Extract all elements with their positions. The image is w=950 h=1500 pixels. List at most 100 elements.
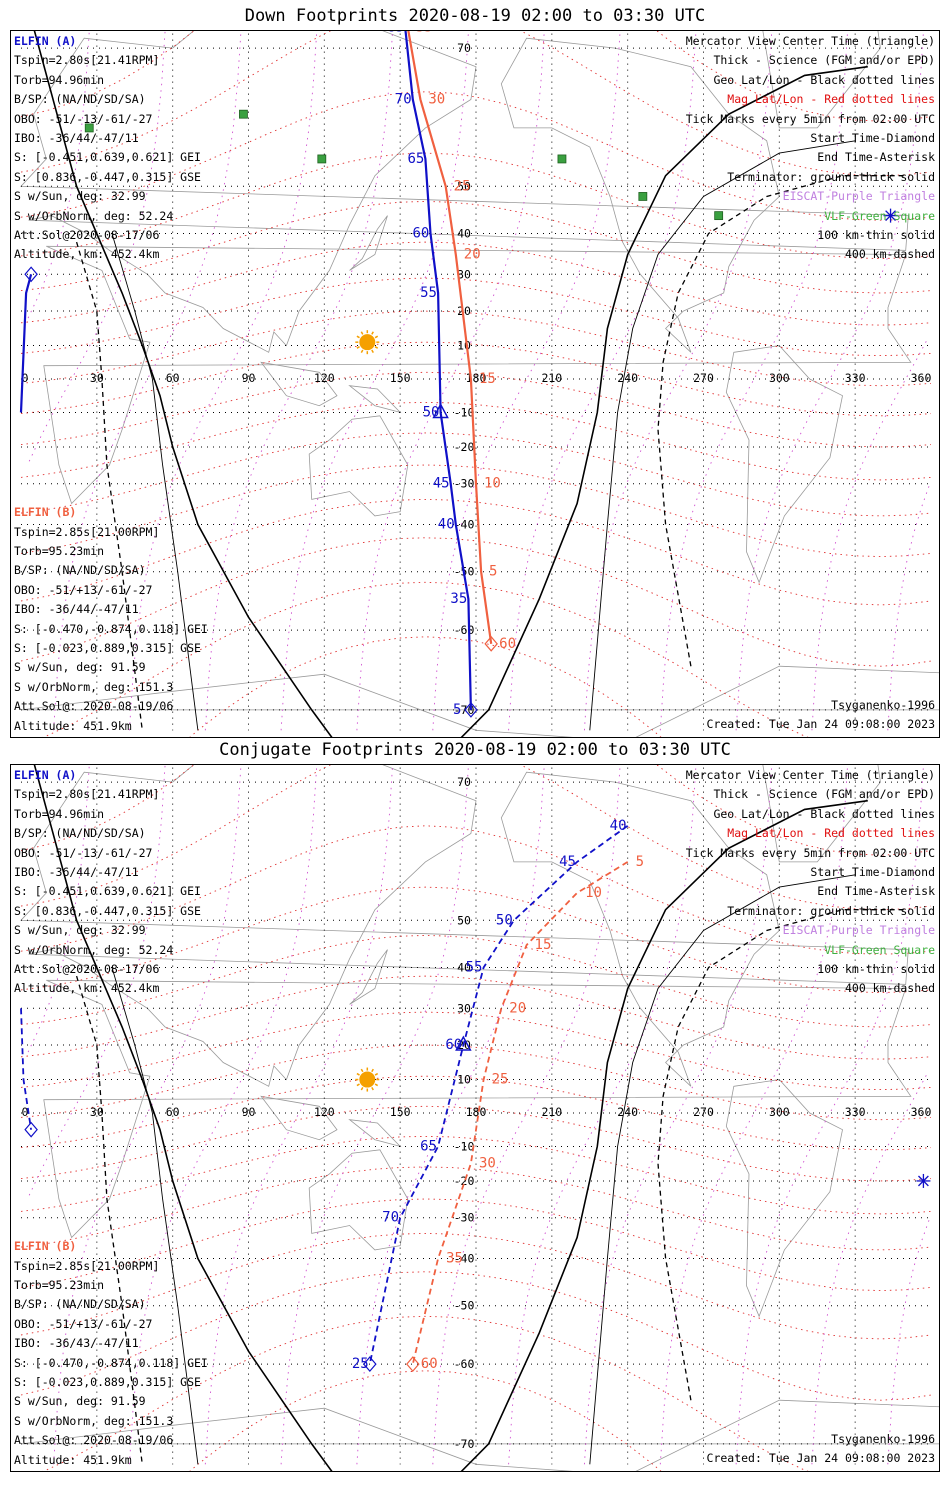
- legend-item: Start Time-Diamond: [810, 865, 935, 880]
- lon-tick-label: 240: [617, 1105, 638, 1119]
- mag-parallel: [20, 886, 932, 994]
- mag-meridian: [53, 31, 242, 731]
- lon-tick-label: 90: [242, 371, 256, 385]
- elfin-b-line: S w/OrbNorm, deg: 151.3: [14, 679, 174, 694]
- lat-tick-label: -60: [454, 1357, 475, 1371]
- sun-icon: [355, 330, 380, 355]
- legend-item: End Time-Asterisk: [817, 150, 935, 165]
- mag-parallel: [20, 1166, 932, 1251]
- lon-tick-label: 240: [617, 371, 638, 385]
- lon-tick-label: 300: [769, 1105, 790, 1119]
- terminator-ground: [33, 765, 333, 1471]
- legend-item: Tick Marks every 5min from 02:00 UTC: [685, 111, 935, 126]
- legend-item: End Time-Asterisk: [817, 884, 935, 899]
- terminator-100km: [589, 874, 856, 1465]
- continent-outline: [43, 245, 912, 505]
- mag-parallel: [20, 1075, 932, 1151]
- vlf-marker: [557, 154, 567, 164]
- terminator-ground: [460, 65, 868, 737]
- lon-tick-label: 150: [390, 1105, 411, 1119]
- elfin-b-line: S w/OrbNorm, deg: 151.3: [14, 1413, 174, 1428]
- elfin-b-line: Torb=95.23min: [14, 1277, 105, 1292]
- track-b-tick: 5: [489, 564, 497, 580]
- vlf-marker: [638, 192, 648, 201]
- map-canvas-down: 0 30 60 90 120 150 180 210 240 270 300 330 360705040…: [19, 31, 939, 737]
- continent-outline: [260, 361, 338, 407]
- mag-meridian: [280, 31, 469, 731]
- elfin-b-line: B/SP: (NA/ND/SD/SA): [14, 1297, 146, 1312]
- track-b-tick: 30: [428, 92, 445, 108]
- asterisk-stroke: [885, 210, 896, 222]
- mag-parallel: [20, 765, 932, 856]
- track-a-tick: 45: [433, 476, 450, 492]
- continent-outline: [308, 415, 409, 517]
- elfin-a-line: Att.Sol@2020-08-17/06: [14, 962, 160, 977]
- vlf-marker: [239, 109, 248, 119]
- mag-meridian: [583, 765, 773, 1465]
- mag-parallel: [20, 1135, 932, 1215]
- track-b-tick: 60: [499, 636, 516, 652]
- lat-tick-label: -70: [454, 703, 475, 717]
- continent-outline: [349, 215, 388, 271]
- track-a-tick: 40: [438, 516, 455, 532]
- legend-item: Mercator View Center Time (triangle): [685, 34, 935, 48]
- lat-tick-label: 70: [457, 775, 471, 789]
- track-a-tick: 50: [496, 912, 513, 928]
- track-a-tick: 55: [466, 960, 483, 976]
- mag-meridian: [204, 31, 394, 731]
- legend-item: Geo Lat/Lon - Black dotted lines: [713, 72, 935, 87]
- legend-item: VLF-Green Square: [824, 942, 935, 957]
- mag-parallel: [20, 31, 932, 122]
- elfin-b-line: IBO: -36/43/-47/11: [14, 1336, 139, 1351]
- lat-tick-label: 50: [457, 179, 471, 193]
- vlf-marker: [317, 154, 327, 164]
- lon-tick-label: 150: [390, 371, 411, 385]
- continent-outline: [725, 345, 843, 584]
- lon-tick-label: 360: [911, 1105, 932, 1119]
- vlf-marker: [714, 211, 724, 221]
- track-b-tick: 30: [479, 1155, 496, 1171]
- lon-tick-label: 210: [541, 1105, 562, 1119]
- lat-tick-label: -30: [454, 1211, 475, 1225]
- lat-tick-label: -70: [454, 1437, 475, 1451]
- sun-ray: [371, 349, 374, 353]
- sun-ray: [356, 1072, 360, 1076]
- continent-outline: [349, 949, 388, 1005]
- track-a-tick: 65: [407, 151, 424, 167]
- elfin-a-line: S w/OrbNorm, deg: 52.24: [14, 942, 174, 957]
- track-b-tick: 35: [416, 31, 433, 36]
- footprint-track: [20, 1008, 32, 1130]
- elfin-a-line: Torb=94.96min: [14, 806, 105, 821]
- sun-ray: [371, 1068, 374, 1073]
- legend-item: 400 km-dashed: [844, 981, 935, 996]
- elfin-a-line: Altitude, km: 452.4km: [14, 981, 160, 996]
- elfin-b-label: ELFIN (B): [14, 505, 77, 520]
- mag-meridian: [432, 31, 621, 731]
- legend-item: Thick - Science (FGM and/or EPD): [713, 53, 935, 68]
- lon-tick-label: 360: [911, 371, 932, 385]
- continent-outline: [308, 1149, 409, 1251]
- sun-ray: [356, 335, 360, 339]
- lat-tick-label: 40: [457, 227, 471, 241]
- lon-tick-label: 270: [693, 1105, 714, 1119]
- mag-parallel: [20, 310, 932, 387]
- mag-parallel: [20, 432, 932, 517]
- track-b-tick: 10: [585, 885, 602, 901]
- mag-parallel: [20, 1044, 932, 1121]
- lat-tick-label: -40: [454, 517, 475, 531]
- elfin-a-line: S w/Sun, deg: 32.99: [14, 923, 146, 938]
- lon-tick-label: 30: [90, 1105, 104, 1119]
- terminator-ground: [460, 799, 868, 1471]
- lon-tick-label: 0: [22, 1105, 29, 1119]
- mag-parallel: [20, 975, 932, 1060]
- legend-down: Mercator View Center Time (triangle) Thi…: [686, 32, 935, 265]
- terminator-100km: [111, 967, 199, 1465]
- elfin-a-line: Altitude, km: 452.4km: [14, 247, 160, 262]
- map-panel-conjugate: 0 30 60 90 120 150 180 210 240 270 300 330 360 70 50 40…: [10, 764, 940, 1472]
- lon-tick-label: 60: [166, 1105, 180, 1119]
- mag-parallel: [20, 200, 932, 294]
- created-label: Created: Tue Jan 24 09:08:00 2023: [706, 1451, 935, 1465]
- legend-item: Thick - Science (FGM and/or EPD): [713, 787, 935, 802]
- lon-tick-label: 180: [466, 1105, 487, 1119]
- created-label: Created: Tue Jan 24 09:08:00 2023: [706, 717, 935, 731]
